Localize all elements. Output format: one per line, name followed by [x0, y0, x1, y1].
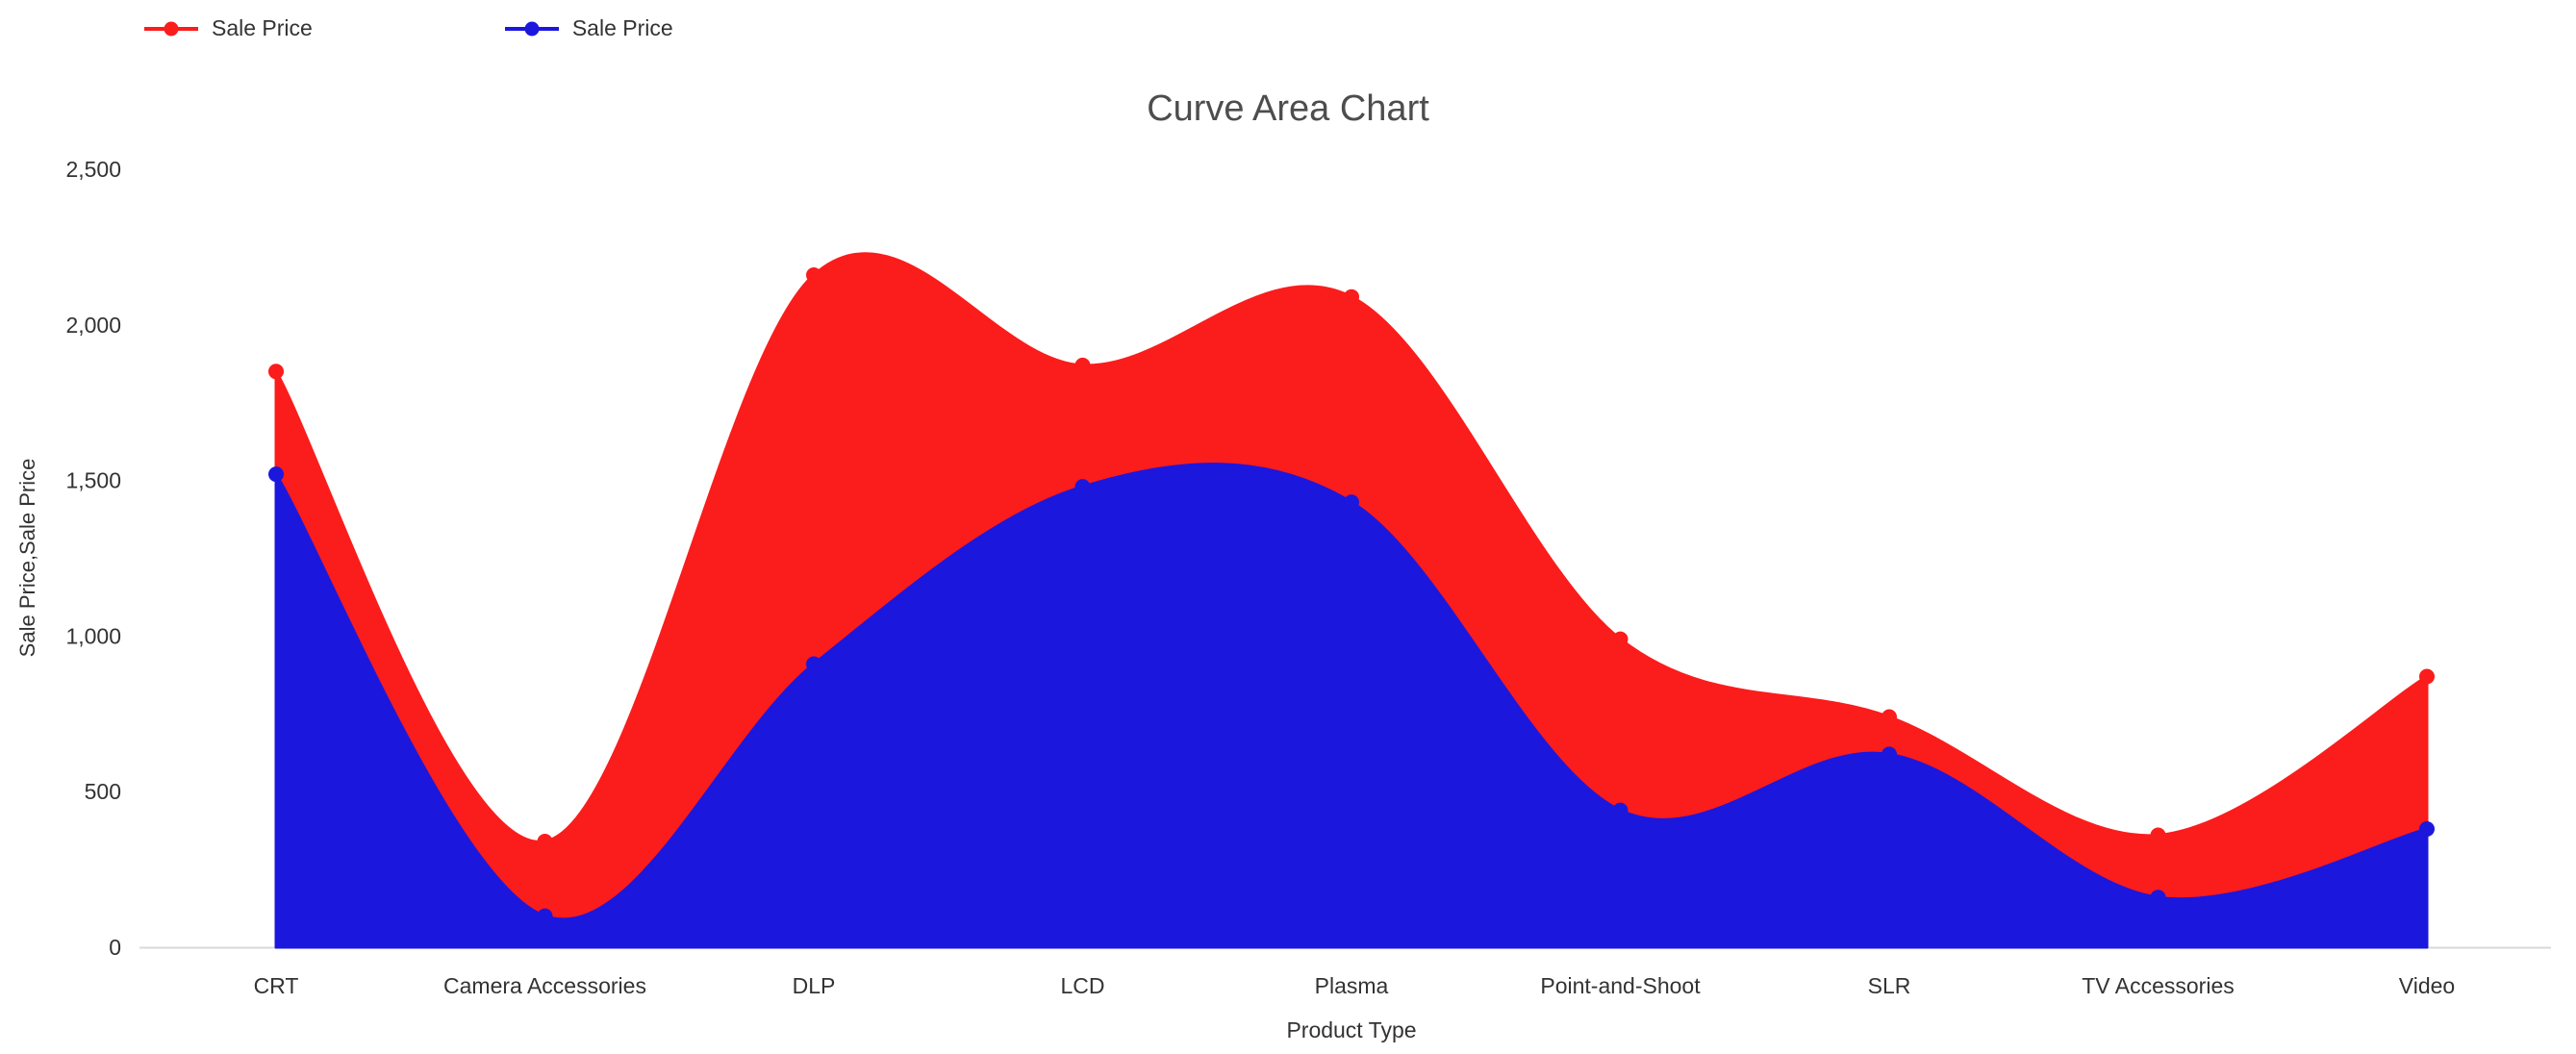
y-tick-label: 0	[109, 935, 121, 960]
x-category-label: DLP	[793, 973, 836, 998]
legend-item-series-1[interactable]: Sale Price	[144, 15, 313, 41]
marker-series-2-point-6[interactable]	[1612, 802, 1629, 818]
marker-series-2-point-2[interactable]	[537, 908, 553, 924]
y-tick-label: 500	[85, 779, 121, 804]
marker-series-1-point-8[interactable]	[2150, 827, 2166, 843]
marker-series-2-point-3[interactable]	[806, 656, 821, 672]
marker-series-1-point-1[interactable]	[268, 364, 284, 380]
legend-label-series-1: Sale Price	[212, 15, 313, 40]
marker-series-1-point-7[interactable]	[1881, 709, 1897, 725]
x-category-label: Plasma	[1315, 973, 1389, 998]
marker-series-1-point-5[interactable]	[1344, 289, 1359, 305]
marker-series-2-point-4[interactable]	[1074, 479, 1091, 495]
y-tick-label: 2,500	[65, 157, 121, 182]
chart-title: Curve Area Chart	[1147, 88, 1429, 129]
marker-series-1-point-3[interactable]	[806, 267, 821, 283]
marker-series-2-point-1[interactable]	[268, 466, 284, 483]
y-tick-label: 2,000	[65, 313, 121, 338]
marker-series-2-point-9[interactable]	[2419, 821, 2435, 837]
x-category-label: TV Accessories	[2082, 973, 2235, 998]
y-tick-label: 1,000	[65, 623, 121, 648]
x-category-label: Point-and-Shoot	[1540, 973, 1701, 998]
area-series-2	[274, 463, 2429, 949]
x-axis-title: Product Type	[1286, 1017, 1417, 1042]
marker-series-1-point-9[interactable]	[2419, 668, 2435, 685]
y-axis-title: Sale Price,Sale Price	[15, 458, 39, 658]
x-category-label: Video	[2399, 973, 2455, 998]
y-tick-label: 1,500	[65, 468, 121, 493]
x-category-label: LCD	[1060, 973, 1104, 998]
legend-label-series-2: Sale Price	[571, 15, 673, 40]
marker-series-1-point-2[interactable]	[537, 834, 553, 849]
chart-legend: Sale Price Sale Price	[144, 15, 673, 41]
marker-series-2-point-5[interactable]	[1344, 494, 1359, 511]
marker-series-2-point-8[interactable]	[2150, 890, 2166, 906]
marker-series-2-point-7[interactable]	[1881, 746, 1897, 763]
marker-series-1-point-4[interactable]	[1074, 357, 1091, 373]
x-category-label: SLR	[1868, 973, 1911, 998]
x-category-label: CRT	[254, 973, 299, 998]
legend-line-marker-icon	[144, 21, 198, 36]
marker-series-1-point-6[interactable]	[1612, 631, 1629, 647]
legend-item-series-2[interactable]: Sale Price	[504, 15, 673, 41]
legend-line-marker-icon	[504, 21, 559, 36]
x-category-label: Camera Accessories	[443, 973, 646, 998]
